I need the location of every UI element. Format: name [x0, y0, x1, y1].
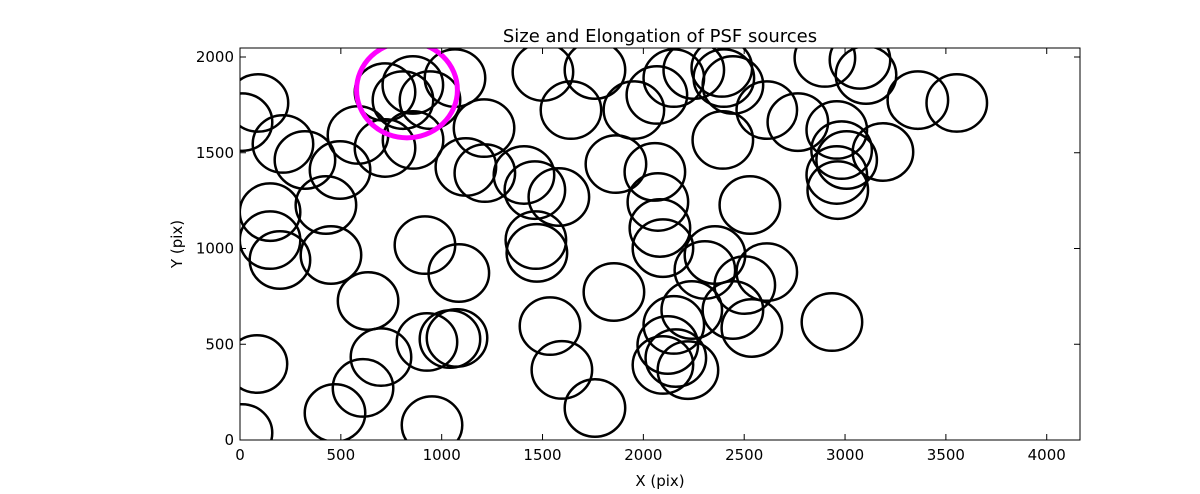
psf-source-ellipse: [925, 72, 989, 133]
psf-source-ellipse: [810, 120, 874, 181]
psf-source-ellipse: [453, 143, 517, 204]
psf-source-ellipse: [492, 144, 556, 205]
psf-source-ellipse: [623, 141, 687, 202]
psf-source-ellipse: [400, 395, 464, 440]
psf-source-ellipse: [336, 270, 400, 331]
y-tick-label: 1500: [196, 144, 234, 162]
psf-source-ellipse: [642, 294, 706, 355]
psf-source-ellipse: [504, 210, 568, 271]
psf-source-ellipse: [828, 48, 892, 90]
psf-source-ellipse: [294, 175, 358, 236]
psf-source-ellipse: [691, 109, 755, 170]
psf-source-ellipse: [631, 218, 695, 279]
chart-title: Size and Elongation of PSF sources: [503, 26, 817, 47]
psf-source-ellipse: [584, 134, 648, 195]
psf-source-ellipse: [371, 70, 435, 131]
psf-source-ellipse: [800, 292, 864, 353]
psf-source-ellipse: [735, 80, 799, 141]
psf-source-ellipse: [503, 160, 567, 221]
psf-source-ellipse: [628, 198, 692, 258]
psf-source-ellipse: [353, 117, 417, 178]
x-tick-label: 2500: [725, 446, 763, 464]
psf-source-ellipse: [539, 80, 603, 141]
psf-source-ellipse: [251, 113, 315, 174]
psf-source-ellipse: [563, 48, 627, 100]
psf-source-ellipse: [248, 230, 312, 290]
psf-source-ellipse: [240, 72, 290, 133]
psf-source-ellipse: [331, 357, 395, 418]
psf-source-ellipse: [602, 80, 666, 141]
psf-source-ellipse: [530, 339, 594, 400]
y-axis-label: Y (pix): [168, 220, 186, 269]
y-axis: 0 500 1000 1500 2000: [196, 48, 1080, 449]
highlighted-source-circle: [354, 48, 460, 141]
psf-source-ellipse: [692, 48, 756, 109]
psf-source-ellipse: [625, 64, 689, 125]
psf-source-ellipse: [656, 340, 720, 401]
x-tick-label: 500: [327, 446, 356, 464]
psf-source-ellipse: [631, 334, 695, 395]
psf-source-ellipse: [398, 70, 462, 131]
psf-source-ellipse: [815, 130, 879, 191]
x-axis: 0 500 1000 1500 2000 2500 3000 3500 4000: [235, 48, 1066, 464]
psf-source-ellipse: [834, 48, 898, 105]
psf-source-ellipse: [452, 98, 516, 159]
psf-source-ellipse: [701, 279, 765, 340]
psf-source-ellipse: [713, 255, 777, 316]
psf-source-ellipse: [644, 328, 708, 389]
psf-source-ellipse: [805, 144, 869, 205]
x-axis-label: X (pix): [635, 472, 684, 490]
psf-source-ellipse: [240, 402, 274, 440]
psf-source-ellipse: [418, 309, 482, 370]
psf-source-ellipse: [518, 296, 582, 357]
x-tick-label: 0: [235, 446, 245, 464]
y-tick-label: 1000: [196, 240, 234, 258]
psf-source-ellipse: [505, 222, 569, 283]
psf-source-ellipse: [851, 122, 915, 182]
psf-source-ellipse: [349, 327, 413, 388]
psf-source-ellipse: [240, 92, 274, 153]
psf-source-ellipse: [735, 242, 799, 303]
y-tick-label: 2000: [196, 48, 234, 66]
psf-source-ellipse: [766, 92, 830, 153]
y-tick-label: 500: [205, 335, 234, 353]
psf-source-ellipse: [240, 334, 289, 394]
psf-source-ellipse: [527, 167, 591, 227]
psf-source-ellipse: [240, 182, 302, 243]
psf-source-ellipse: [563, 378, 627, 438]
psf-source-ellipse: [299, 225, 363, 285]
psf-source-ellipse: [434, 136, 498, 197]
plot-area: [240, 48, 989, 440]
psf-source-ellipse: [886, 70, 950, 131]
psf-source-ellipse: [806, 160, 870, 221]
psf-source-ellipse: [395, 311, 459, 372]
psf-source-ellipse: [273, 130, 337, 191]
psf-source-ellipse: [308, 140, 372, 200]
psf-source-ellipse: [626, 171, 690, 232]
psf-source-ellipse: [427, 243, 491, 303]
x-tick-label: 2000: [624, 446, 662, 464]
psf-source-ellipse: [718, 175, 782, 236]
x-tick-label: 1000: [423, 446, 461, 464]
psf-source-ellipse: [805, 99, 869, 160]
psf-source-ellipse: [636, 315, 700, 375]
x-tick-label: 3000: [826, 446, 864, 464]
psf-source-ellipse: [393, 215, 457, 276]
plot-frame: [239, 47, 1081, 441]
x-tick-label: 1500: [523, 446, 561, 464]
psf-source-ellipse: [662, 48, 726, 100]
y-tick-label: 0: [224, 431, 234, 449]
psf-source-ellipse: [720, 297, 784, 358]
x-tick-label: 4000: [1028, 446, 1066, 464]
psf-source-ellipse: [303, 383, 367, 440]
psf-source-ellipse: [660, 279, 724, 340]
x-tick-label: 3500: [927, 446, 965, 464]
psf-source-ellipse: [582, 261, 646, 322]
psf-source-ellipse: [381, 54, 445, 115]
psf-source-ellipse: [793, 48, 857, 88]
psf-source-ellipse: [381, 109, 445, 170]
